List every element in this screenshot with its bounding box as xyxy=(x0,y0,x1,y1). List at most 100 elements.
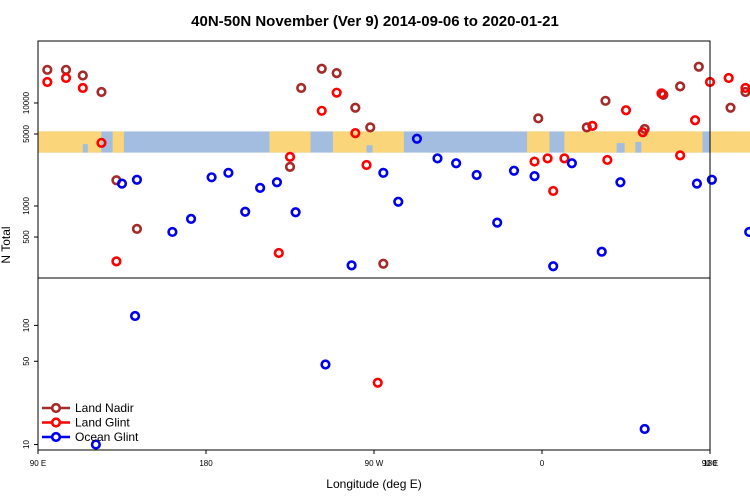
land-nadir-point xyxy=(675,81,686,92)
lower-panel-frame xyxy=(37,277,711,451)
land-glint-point xyxy=(637,127,648,138)
map-band xyxy=(38,131,750,153)
upper-y-tick-label: 1000 xyxy=(22,197,31,215)
ocean-glint-legend-label: Ocean Glint xyxy=(75,430,139,444)
land-nadir-point xyxy=(740,86,750,98)
atlantic-inlet xyxy=(430,142,444,153)
land-glint-point xyxy=(587,120,598,131)
land-glint-point xyxy=(316,105,327,116)
land-glint-legend-marker xyxy=(50,417,62,428)
lower-points xyxy=(90,310,650,450)
ocean-glint-point xyxy=(411,133,423,144)
land-glint-point xyxy=(273,247,284,259)
land-glint-point xyxy=(675,150,686,161)
ocean-glint-point xyxy=(271,177,283,188)
x-tick-label: 180 xyxy=(703,459,717,468)
ocean-glint-point xyxy=(393,196,404,207)
lower-y-tick-label: 10 xyxy=(22,440,31,449)
land-glint-point xyxy=(42,76,53,88)
land-glint-point xyxy=(548,185,559,197)
land-nadir-point xyxy=(725,102,736,113)
land-glint-point xyxy=(77,82,88,94)
x-tick-label: 180 xyxy=(199,459,213,468)
ocean-glint-point xyxy=(596,246,607,257)
land-nadir-point xyxy=(296,82,307,94)
land-glint-point xyxy=(96,137,107,148)
land-north-america-west-coast xyxy=(269,131,311,153)
land-nadir-point xyxy=(600,95,611,106)
ocean-glint-legend-marker xyxy=(50,431,62,443)
land-glint-point xyxy=(111,256,122,267)
ocean-glint-point xyxy=(167,226,178,238)
bohai-sea xyxy=(82,144,88,153)
lower-y-axis: 10 50 100 xyxy=(22,318,38,449)
land-glint-legend-label: Land Glint xyxy=(75,416,130,430)
ocean-glint-point xyxy=(290,207,301,218)
land-glint-point xyxy=(284,151,296,162)
land-nadir-point xyxy=(131,223,143,234)
ocean-glint-point xyxy=(691,178,703,189)
upper-panel: 500 1000 5000 10000 xyxy=(22,40,750,279)
ocean-glint-point xyxy=(223,167,234,178)
land-north-america-east xyxy=(332,131,404,153)
upper-y-axis: 500 1000 5000 10000 xyxy=(22,91,38,244)
land-nadir-point xyxy=(42,64,53,75)
land-glint-point xyxy=(529,156,540,167)
land-glint-point xyxy=(620,105,632,116)
ocean-glint-point xyxy=(378,167,389,178)
ocean-glint-point xyxy=(566,158,577,169)
land-nadir-point xyxy=(60,64,72,75)
land-nadir-point xyxy=(96,86,107,98)
land-nadir-legend-marker xyxy=(50,402,62,414)
ocean-glint-point xyxy=(639,423,650,435)
upper-y-tick-label: 10000 xyxy=(22,91,31,114)
land-asia-east xyxy=(710,131,750,153)
ocean-glint-point xyxy=(346,260,357,271)
ocean-glint-point xyxy=(320,359,331,370)
land-nadir-point xyxy=(316,63,327,74)
upper-y-tick-label: 500 xyxy=(22,230,31,244)
ocean-glint-point xyxy=(206,172,217,183)
land-europe-asia xyxy=(564,131,703,153)
x-tick-label: 0 xyxy=(540,459,545,468)
ocean-glint-point xyxy=(131,174,143,185)
caspian-sea xyxy=(635,142,642,153)
chart-title: 40N-50N November (Ver 9) 2014-09-06 to 2… xyxy=(191,13,559,30)
ocean-glint-point xyxy=(508,165,520,176)
land-glint-point xyxy=(361,159,372,171)
ocean-glint-point xyxy=(185,213,197,224)
ocean-glint-point xyxy=(240,206,251,217)
lower-panel: 10 50 100 xyxy=(22,277,711,451)
upper-points xyxy=(42,61,750,272)
y-axis-label: N Total xyxy=(0,226,13,263)
land-glint-point xyxy=(723,72,734,84)
land-glint-point xyxy=(542,153,553,164)
black-sea xyxy=(616,143,625,153)
land-glint-point xyxy=(331,87,342,98)
upper-y-tick-label: 5000 xyxy=(22,125,31,143)
ocean-glint-point xyxy=(492,217,503,228)
ocean-glint-point xyxy=(255,182,266,193)
land-asia-west xyxy=(38,131,102,153)
land-glint-point xyxy=(740,82,750,94)
land-europe-west xyxy=(527,131,550,153)
land-nadir-point xyxy=(284,161,296,172)
land-glint-point xyxy=(689,115,701,126)
land-glint-point xyxy=(372,377,383,388)
ocean-glint-point xyxy=(432,153,443,164)
land-glint-point xyxy=(350,128,361,139)
ocean-glint-point xyxy=(451,158,462,169)
land-nadir-point xyxy=(581,122,592,133)
x-axis-label: Longitude (deg E) xyxy=(326,477,421,491)
land-nadir-point xyxy=(350,102,361,113)
land-japan xyxy=(112,131,124,153)
great-lakes xyxy=(366,145,373,153)
ocean-glint-point xyxy=(615,177,626,188)
land-nadir-point xyxy=(533,113,544,124)
x-tick-label: 90 E xyxy=(30,459,46,468)
land-nadir-point xyxy=(378,258,389,269)
upper-panel-frame xyxy=(37,40,711,279)
x-tick-label: 90 W xyxy=(365,459,384,468)
lower-y-tick-label: 100 xyxy=(22,318,31,332)
